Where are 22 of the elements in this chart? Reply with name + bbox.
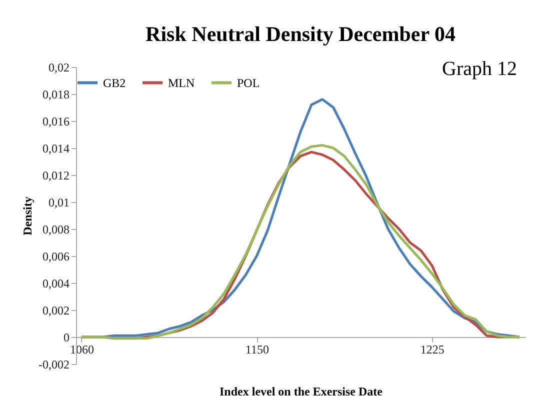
legend-label: MLN	[168, 76, 195, 90]
y-tick-label: 0,012	[42, 168, 70, 182]
x-tick-label: 1150	[245, 342, 269, 356]
y-tick-label: 0,018	[42, 88, 70, 102]
y-tick-label: 0,02	[48, 60, 70, 74]
x-tick-label: 1225	[420, 342, 444, 356]
y-tick-label: 0,016	[42, 114, 70, 128]
x-tick-label: 1060	[70, 342, 94, 356]
legend-label: GB2	[103, 76, 126, 90]
chart-title: Risk Neutral Density December 04	[146, 22, 456, 46]
y-tick-label: 0,006	[42, 250, 70, 264]
y-tick-label: 0,008	[42, 222, 70, 236]
legend-label: POL	[237, 76, 260, 90]
y-tick-label: 0	[64, 330, 70, 344]
x-axis-title: Index level on the Exersise Date	[220, 384, 384, 398]
y-tick-label: -0,002	[38, 358, 70, 372]
y-tick-label: 0,002	[42, 304, 70, 318]
y-tick-label: 0,014	[42, 142, 70, 156]
annotation: Graph 12	[442, 58, 517, 80]
y-axis-title: Density	[20, 196, 35, 236]
y-tick-label: 0,01	[48, 196, 70, 210]
y-tick-label: 0,004	[42, 276, 70, 290]
